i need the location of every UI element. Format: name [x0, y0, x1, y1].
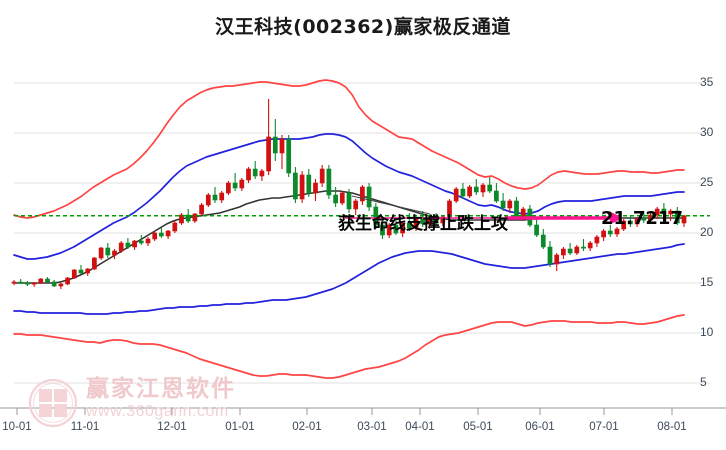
x-axis-tick-label: 01-01 — [225, 421, 255, 433]
x-axis-tick-label: 05-01 — [463, 421, 493, 433]
y-axis-tick-label: 10 — [700, 325, 714, 339]
x-axis-tick-label: 04-01 — [405, 421, 435, 433]
x-axis-tick-label: 08-01 — [657, 421, 687, 433]
y-axis-tick-label: 25 — [700, 175, 714, 189]
x-axis-tick-label: 02-01 — [292, 421, 322, 433]
x-axis-tick-label: 07-01 — [589, 421, 619, 433]
page-title: 汉王科技(002362)赢家极反通道 — [215, 16, 511, 38]
annotation-arrow — [345, 195, 623, 225]
y-axis-tick-label: 5 — [700, 375, 707, 389]
x-axis-tick-label: 10-01 — [2, 421, 32, 433]
x-axis-tick-label: 06-01 — [525, 421, 555, 433]
grid-lines — [14, 82, 710, 384]
x-axis-tick-label: 12-01 — [157, 421, 187, 433]
x-axis-tick-label: 11-01 — [70, 421, 100, 433]
y-axis-tick-label: 20 — [700, 225, 714, 239]
chart-annotation: 获生命线支撑止跌上攻 — [338, 214, 508, 234]
candlesticks — [11, 99, 687, 289]
x-axis-tick-label: 03-01 — [357, 421, 387, 433]
x-axis — [0, 407, 726, 415]
y-axis-tick-label: 30 — [700, 125, 714, 139]
y-axis-tick-label: 15 — [700, 275, 714, 289]
current-price-label: 21.7217 — [601, 208, 683, 229]
y-axis-tick-label: 35 — [700, 75, 714, 89]
